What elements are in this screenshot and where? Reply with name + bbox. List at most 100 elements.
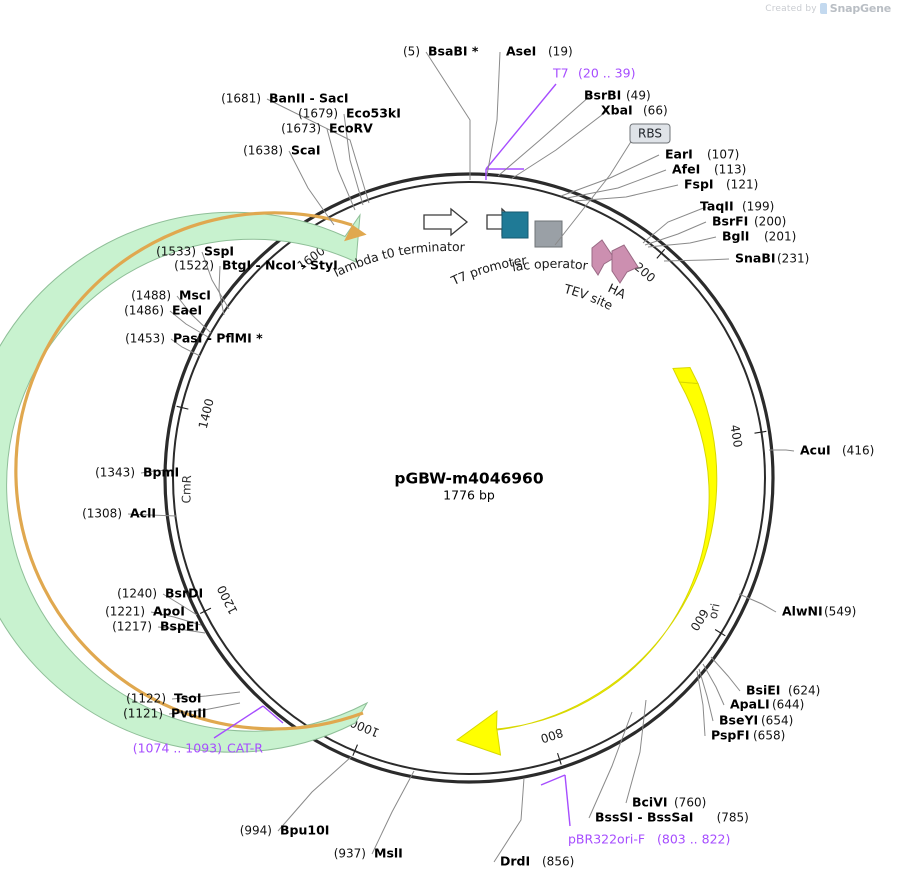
enzyme-site-acli[interactable]: (1308) AclI: [82, 506, 156, 521]
feature-tev-site-arrow: [591, 239, 615, 276]
enzyme-position-afei: (113): [714, 163, 746, 177]
enzyme-site-msli[interactable]: (937) MslI: [334, 846, 403, 861]
enzyme-site-taqii[interactable]: (199) TaqII: [700, 199, 774, 214]
enzyme-site-acui[interactable]: (416) AcuI: [800, 443, 874, 458]
enzyme-site-pspfi[interactable]: (658)PspFI: [711, 728, 785, 743]
leader-line-pasi-pflmi: [170, 338, 201, 357]
enzyme-site-bcivi[interactable]: (760) BciVI: [632, 795, 706, 810]
enzyme-name-pvuii: PvuII: [171, 706, 207, 721]
enzyme-name-tsoi: TsoI: [174, 691, 202, 706]
leader-line-pspfi: [696, 670, 706, 737]
tick-mark-800: [557, 752, 562, 765]
feature-lambda-t0-terminator-arrow: [423, 207, 469, 237]
enzyme-site-sspi[interactable]: (1533) SspI: [156, 244, 234, 259]
enzyme-position-sspi: (1533): [156, 245, 196, 259]
enzyme-site-scai[interactable]: (1638) ScaI: [243, 143, 320, 158]
enzyme-name-xbai: XbaI: [601, 103, 633, 118]
enzyme-site-bspei[interactable]: (1217) BspEI: [112, 619, 199, 634]
enzyme-name-sspi: SspI: [204, 244, 234, 259]
enzyme-position-bsrbi: (49): [626, 89, 651, 103]
feature-rbs-box: [534, 220, 563, 248]
enzyme-site-afei[interactable]: (113) AfeI: [672, 162, 746, 177]
enzyme-site-drdi[interactable]: (856) DrdI: [500, 854, 574, 869]
enzyme-site-bpmi[interactable]: (1343) BpmI: [95, 465, 179, 480]
enzyme-position-apoi: (1221): [105, 605, 145, 619]
enzyme-name-apali: ApaLI: [730, 697, 770, 712]
enzyme-position-bsrfi: (200): [754, 215, 786, 229]
enzyme-position-bseyi: (654): [761, 714, 793, 728]
enzyme-name-pasi-pflmi: PasI - PflMI *: [173, 331, 263, 346]
leader-line-bsrfi: [644, 221, 707, 246]
enzyme-position-ecorv: (1673): [281, 122, 321, 136]
enzyme-site-msci[interactable]: (1488) MscI: [131, 288, 211, 303]
enzyme-name-taqii: TaqII: [700, 199, 734, 214]
enzyme-site-bpu10i[interactable]: (994) Bpu10I: [240, 823, 330, 838]
enzyme-site-snabi[interactable]: (231)SnaBI: [735, 251, 809, 266]
tick-label-1400: 1400: [196, 397, 217, 430]
enzyme-site-bseyi[interactable]: (654)BseYI: [719, 713, 793, 728]
enzyme-position-bsiei: (624): [788, 684, 820, 698]
leader-line-bgli: [647, 236, 717, 248]
enzyme-position-drdi: (856): [542, 855, 574, 869]
tick-label-800: 800: [539, 725, 565, 745]
enzyme-name-eari: EarI: [665, 147, 693, 162]
enzyme-site-xbai[interactable]: (66) XbaI: [601, 103, 668, 118]
enzyme-site-pvuii[interactable]: (1121) PvuII: [123, 706, 206, 721]
enzyme-position-apali: (644): [772, 698, 804, 712]
enzyme-site-banii-saci[interactable]: (1681) BanII - SacI: [221, 91, 348, 106]
enzyme-name-bgli: BglI: [722, 229, 749, 244]
leader-line-apali: [702, 663, 725, 706]
enzyme-position-xbai: (66): [643, 104, 668, 118]
leader-line-ecorv: [326, 128, 356, 211]
enzyme-site-asei[interactable]: (19) AseI: [506, 44, 573, 59]
enzyme-position-bgli: (201): [764, 230, 796, 244]
enzyme-position-pasi-pflmi: (1453): [125, 332, 165, 346]
enzyme-name-afei: AfeI: [672, 162, 700, 177]
enzyme-name-drdi: DrdI: [500, 854, 530, 869]
enzyme-position-msci: (1488): [131, 289, 171, 303]
enzyme-site-bsrfi[interactable]: (200) BsrFI: [712, 214, 786, 229]
enzyme-site-eari[interactable]: (107) EarI: [665, 147, 739, 162]
primer-range-pbr322ori-f: (803 .. 822): [657, 832, 730, 847]
enzyme-site-apali[interactable]: (644)ApaLI: [730, 697, 804, 712]
enzyme-name-bseyi: BseYI: [719, 713, 758, 728]
enzyme-position-taqii: (199): [742, 200, 774, 214]
tick-mark-200: [656, 248, 666, 259]
enzyme-site-bsrdi[interactable]: (1240) BsrDI: [117, 586, 203, 601]
enzyme-site-pasi-pflmi[interactable]: (1453) PasI - PflMI *: [125, 331, 263, 346]
enzyme-name-asei: AseI: [506, 44, 536, 59]
enzyme-site-alwni[interactable]: (549)AlwNI: [782, 604, 856, 619]
enzyme-site-btgi-ncoi-styi[interactable]: (1522) BtgI - NcoI - StyI: [174, 258, 338, 273]
enzyme-position-asei: (19): [548, 45, 573, 59]
enzyme-site-bsiei[interactable]: (624) BsiEI: [746, 683, 820, 698]
enzyme-site-fspi[interactable]: (121) FspI: [684, 177, 758, 192]
tick-label-400: 400: [728, 424, 745, 449]
enzyme-site-apoi[interactable]: (1221) ApoI: [105, 604, 185, 619]
enzyme-name-bspei: BspEI: [160, 619, 199, 634]
enzyme-site-bsssi-bsssai[interactable]: (785) BssSI - BssSaI: [595, 810, 749, 825]
enzyme-position-scai: (1638): [243, 144, 283, 158]
rbs-callout: RBS: [554, 123, 671, 246]
leader-line-drdi: [493, 777, 525, 863]
enzyme-position-bcivi: (760): [674, 796, 706, 810]
enzyme-site-bsabi[interactable]: (5) BsaBI *: [403, 44, 479, 59]
enzyme-position-eco53ki: (1679): [298, 107, 338, 121]
enzyme-position-alwni: (549): [824, 605, 856, 619]
enzyme-position-btgi-ncoi-styi: (1522): [174, 259, 214, 273]
enzyme-site-eaei[interactable]: (1486) EaeI: [124, 303, 202, 318]
enzyme-site-bgli[interactable]: (201) BglI: [722, 229, 796, 244]
leader-line-eaei: [169, 310, 209, 338]
feature-ha-arrow: [611, 244, 639, 284]
enzyme-site-bsrbi[interactable]: (49) BsrBI: [584, 88, 651, 103]
primer-label-pbr322ori-f: pBR322ori-F: [568, 832, 645, 847]
leader-line-banii-saci: [266, 98, 370, 204]
leader-line-afei: [566, 169, 667, 199]
enzyme-site-tsoi[interactable]: (1122) TsoI: [126, 691, 201, 706]
feature-ori: [455, 366, 718, 756]
enzyme-position-eari: (107): [707, 148, 739, 162]
enzyme-site-ecorv[interactable]: (1673) EcoRV: [281, 121, 373, 136]
enzyme-leader-lines: [127, 51, 795, 863]
enzyme-name-bsrbi: BsrBI: [584, 88, 621, 103]
enzyme-site-eco53ki[interactable]: (1679) Eco53kI: [298, 106, 401, 121]
